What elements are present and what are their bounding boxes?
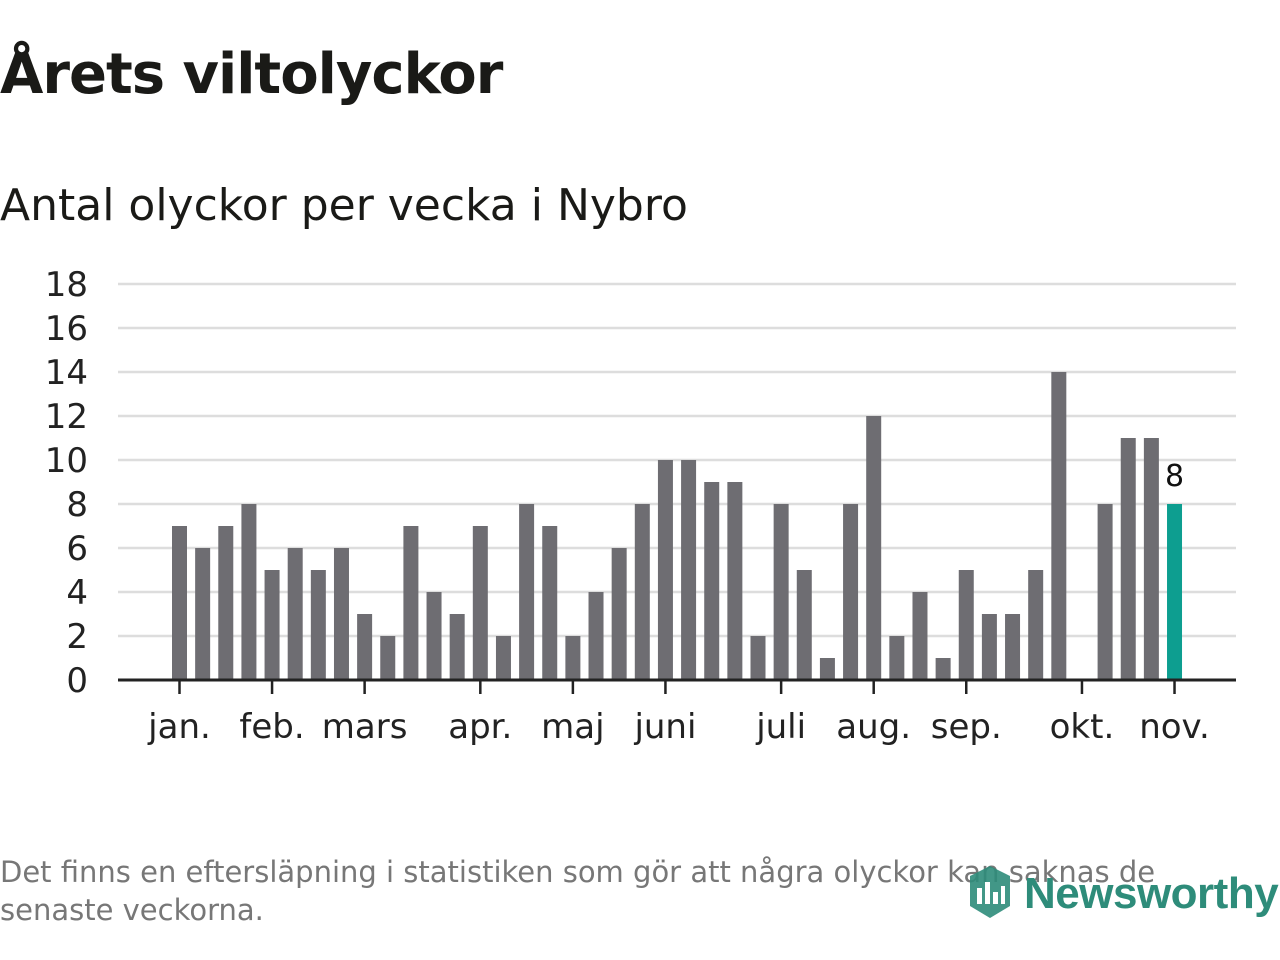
- x-tick-label: juni: [633, 707, 696, 747]
- bar: [495, 636, 511, 680]
- x-tick-label: apr.: [448, 707, 512, 747]
- bar: [681, 460, 697, 680]
- x-tick-label: maj: [541, 707, 604, 747]
- x-tick-label: nov.: [1139, 707, 1210, 747]
- bar: [819, 658, 835, 680]
- bar: [472, 526, 488, 680]
- y-tick-label: 16: [45, 309, 88, 349]
- x-tick-label: jan.: [147, 707, 211, 747]
- bar: [172, 526, 187, 680]
- bar: [657, 460, 673, 680]
- bar: [1097, 504, 1113, 680]
- bar-highlight: [1167, 504, 1183, 680]
- bar: [796, 570, 812, 680]
- y-tick-label: 6: [66, 529, 88, 569]
- bar: [1028, 570, 1044, 680]
- newsworthy-logo[interactable]: Newsworthy: [964, 862, 1279, 926]
- bar: [981, 614, 997, 680]
- x-tick-label: sep.: [931, 707, 1002, 747]
- bar: [1120, 438, 1136, 680]
- bar: [588, 592, 604, 680]
- x-tick-label: mars: [322, 707, 408, 747]
- bar: [264, 570, 280, 680]
- bar: [449, 614, 465, 680]
- bar: [634, 504, 650, 680]
- bar: [218, 526, 234, 680]
- bar: [843, 504, 859, 680]
- y-tick-label: 8: [66, 485, 88, 525]
- bar: [935, 658, 951, 680]
- bar: [403, 526, 419, 680]
- y-tick-label: 0: [66, 661, 88, 701]
- chart-title: Årets viltolyckor: [0, 42, 503, 107]
- x-tick-label: okt.: [1050, 707, 1115, 747]
- data-label-latest: 8: [1165, 459, 1184, 494]
- chart-subtitle: Antal olyckor per vecka i Nybro: [0, 180, 688, 231]
- bar: [611, 548, 627, 680]
- footnote: Det finns en eftersläpning i statistiken…: [0, 855, 1156, 927]
- bar: [287, 548, 303, 680]
- bar: [310, 570, 326, 680]
- bar: [380, 636, 396, 680]
- y-tick-label: 4: [66, 573, 88, 613]
- bar: [519, 504, 535, 680]
- y-tick-label: 10: [45, 441, 88, 481]
- bar: [542, 526, 558, 680]
- bar: [357, 614, 373, 680]
- bar: [333, 548, 349, 680]
- y-tick-label: 18: [45, 265, 88, 305]
- data-labels: 8: [1165, 459, 1184, 494]
- bar: [241, 504, 257, 680]
- bar: [773, 504, 789, 680]
- logo-text: Newsworthy: [1024, 869, 1279, 918]
- bar: [750, 636, 766, 680]
- bar: [704, 482, 720, 680]
- bar: [889, 636, 905, 680]
- bar: [426, 592, 442, 680]
- y-tick-label: 12: [45, 397, 88, 437]
- newsworthy-logo-icon: [970, 866, 1010, 918]
- bars: [172, 372, 1183, 680]
- bar: [1005, 614, 1021, 680]
- bar: [195, 548, 211, 680]
- x-tick-label: aug.: [836, 707, 911, 747]
- bar: [565, 636, 581, 680]
- bar: [1051, 372, 1067, 680]
- bar: [912, 592, 928, 680]
- x-axis: jan. feb. mars apr. maj juni juli aug. sep. okt. n…: [118, 678, 1236, 747]
- x-tick-label: feb.: [239, 707, 304, 747]
- bar: [727, 482, 743, 680]
- bar: [866, 416, 882, 680]
- y-tick-label: 2: [66, 617, 88, 657]
- gridlines: [118, 282, 1236, 638]
- y-tick-label: 14: [45, 353, 88, 393]
- x-tick-label: juli: [755, 707, 806, 747]
- bar: [1143, 438, 1159, 680]
- bar: [958, 570, 974, 680]
